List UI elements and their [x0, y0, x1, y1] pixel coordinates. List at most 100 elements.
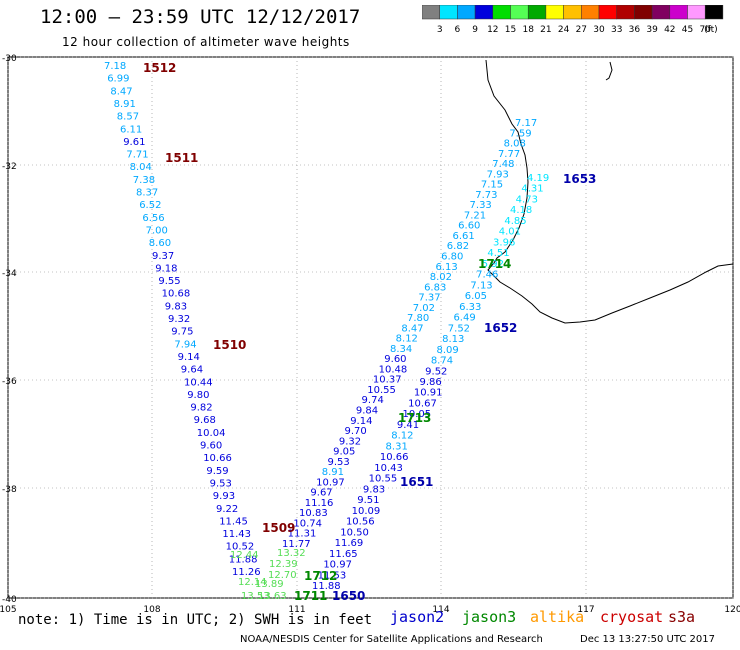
wave-height-label: 5.92 — [482, 259, 504, 270]
scale-tick-label: 30 — [593, 25, 605, 35]
lon-tick-label: 120 — [724, 605, 740, 615]
wave-height-label: 10.55 — [369, 474, 398, 485]
scale-tick-label: 45 — [682, 25, 693, 35]
wave-height-label: 9.59 — [206, 466, 228, 477]
wave-height-label: 8.91 — [114, 99, 136, 110]
wave-height-label: 10.09 — [352, 506, 381, 517]
wave-height-label: 9.61 — [123, 137, 145, 148]
wave-height-label: 10.37 — [373, 375, 402, 386]
wave-height-label: 10.05 — [403, 409, 432, 420]
wave-height-label: 8.47 — [401, 323, 423, 334]
lat-tick-label: -30 — [2, 54, 17, 64]
timestamp: Dec 13 13:27:50 UTC 2017 — [580, 634, 715, 645]
wave-height-label: 9.51 — [357, 495, 379, 506]
wave-height-label: 4.73 — [516, 194, 538, 205]
wave-height-label: 10.74 — [293, 518, 322, 529]
wave-height-label: 10.83 — [299, 508, 328, 519]
wave-height-label: 9.83 — [165, 301, 187, 312]
wave-height-label: 6.83 — [424, 282, 446, 293]
page-subtitle: 12 hour collection of altimeter wave hei… — [62, 35, 350, 49]
wave-height-label: 4.31 — [521, 184, 543, 195]
wave-height-label: 9.53 — [210, 478, 232, 489]
wave-height-label: 9.14 — [350, 416, 372, 427]
scale-tick-label: 3 — [437, 25, 443, 35]
wave-height-label: 9.32 — [168, 314, 190, 325]
wave-height-label: 7.77 — [498, 149, 520, 160]
wave-height-label: 11.88 — [312, 581, 341, 592]
legend-entry-cryosat: cryosat — [600, 608, 664, 626]
wave-height-label: 11.69 — [335, 538, 364, 549]
wave-height-label: 10.97 — [323, 560, 352, 571]
scale-tick-label: 70 — [699, 25, 711, 35]
pass-number-label: 1650 — [332, 589, 365, 603]
australia-coastline — [485, 59, 734, 324]
wave-height-label: 9.67 — [310, 488, 332, 499]
wave-height-label: 11.16 — [305, 498, 334, 509]
scale-tick-label: 27 — [576, 25, 587, 35]
wave-height-label: 11.45 — [219, 516, 248, 527]
wave-height-label: 7.02 — [413, 303, 435, 314]
wave-height-label: 13.89 — [255, 579, 284, 590]
wave-height-label: 11.26 — [232, 567, 261, 578]
lat-tick-label: -38 — [2, 485, 17, 495]
wave-height-label: 9.60 — [200, 441, 222, 452]
scale-swatch — [704, 5, 724, 20]
lon-tick-label: 111 — [288, 605, 305, 615]
scale-tick-label: 9 — [472, 25, 478, 35]
scale-tick-label: 36 — [629, 25, 641, 35]
scale-tick-label: 42 — [664, 25, 675, 35]
wave-height-label: 8.12 — [396, 334, 418, 345]
wave-height-label: 8.09 — [436, 345, 458, 356]
wave-height-label: 6.80 — [441, 251, 463, 262]
scale-tick-label: 12 — [487, 25, 498, 35]
wave-height-label: 9.74 — [362, 395, 384, 406]
wave-height-label: 10.44 — [184, 377, 213, 388]
wave-height-label: 8.04 — [130, 162, 152, 173]
scale-tick-label: 33 — [611, 25, 622, 35]
wave-height-label: 8.34 — [390, 344, 412, 355]
wave-height-label: 13.63 — [258, 591, 287, 602]
wave-height-label: 10.91 — [414, 388, 443, 399]
wave-height-label: 6.52 — [139, 200, 161, 211]
scale-tick-label: 39 — [646, 25, 658, 35]
wave-height-label: 7.71 — [126, 150, 148, 161]
pass-number-label: 1714 — [478, 257, 511, 271]
wave-height-label: 9.86 — [420, 377, 442, 388]
wave-height-label: 11.43 — [222, 529, 251, 540]
legend-entry-jason2: jason2 — [390, 608, 445, 626]
wave-height-label: 6.61 — [452, 231, 474, 242]
pass-number-label: 1713 — [398, 411, 431, 425]
lon-tick-label: 105 — [0, 605, 17, 615]
wave-height-label: 10.68 — [162, 289, 191, 300]
wave-height-label: 6.05 — [465, 291, 487, 302]
wave-height-label: 11.88 — [229, 554, 258, 565]
lon-tick-label: 108 — [143, 605, 160, 615]
pass-number-label: 1712 — [304, 569, 337, 583]
wave-height-label: 8.12 — [391, 431, 413, 442]
legend-entry-s3a: s3a — [668, 608, 696, 626]
wave-height-label: 7.80 — [407, 313, 429, 324]
wave-height-label: 7.93 — [487, 169, 509, 180]
wave-height-label: 7.17 — [515, 118, 537, 129]
wave-height-label: 9.80 — [187, 390, 209, 401]
legend-entry-jason3: jason3 — [462, 608, 517, 626]
wave-height-label: 8.08 — [504, 139, 526, 150]
wave-height-label: 10.66 — [203, 453, 232, 464]
wave-height-label: 9.64 — [181, 365, 203, 376]
wave-height-label: 7.13 — [470, 280, 492, 291]
pass-number-label: 1651 — [400, 475, 433, 489]
wave-height-label: 8.37 — [136, 188, 158, 199]
wave-height-label: 10.43 — [374, 463, 403, 474]
lat-tick-label: -40 — [2, 595, 17, 605]
scale-tick-label: 6 — [455, 25, 461, 35]
page-title: 12:00 — 23:59 UTC 12/12/2017 — [40, 6, 361, 28]
wave-height-label: 9.68 — [194, 415, 216, 426]
scale-tick-label: 21 — [540, 25, 551, 35]
pass-number-label: 1511 — [165, 151, 198, 165]
scale-tick-label: 24 — [558, 25, 570, 35]
wave-height-label: 13.32 — [277, 548, 306, 559]
legend-entry-altika: altika — [530, 608, 585, 626]
lat-tick-label: -36 — [2, 377, 17, 387]
wave-height-label: 11.31 — [288, 529, 317, 540]
